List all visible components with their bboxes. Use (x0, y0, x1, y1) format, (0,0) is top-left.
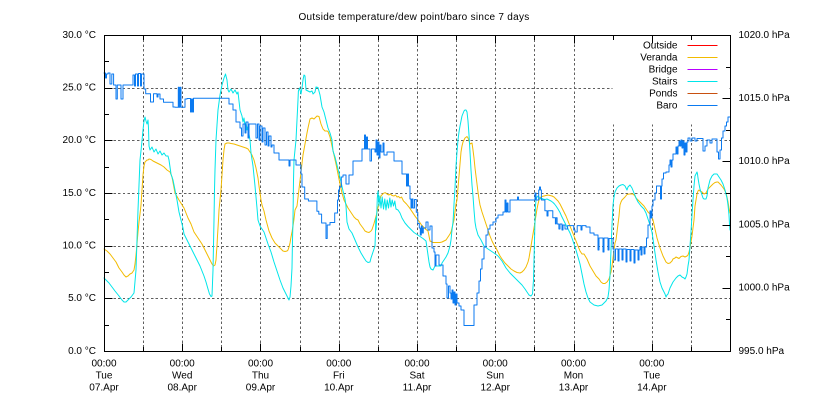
svg-text:00:00: 00:00 (326, 358, 351, 369)
svg-text:00:00: 00:00 (248, 358, 273, 369)
svg-text:Outside: Outside (643, 40, 678, 51)
svg-text:Outside temperature/dew point/: Outside temperature/dew point/baro since… (298, 12, 529, 23)
svg-text:Bridge: Bridge (649, 64, 678, 75)
svg-text:00:00: 00:00 (91, 358, 116, 369)
svg-text:25.0 °C: 25.0 °C (63, 83, 96, 94)
svg-text:10.Apr: 10.Apr (324, 383, 354, 394)
svg-text:0.0 °C: 0.0 °C (68, 346, 96, 357)
svg-text:00:00: 00:00 (483, 358, 508, 369)
svg-text:20.0 °C: 20.0 °C (63, 135, 96, 146)
svg-text:1000.0 hPa: 1000.0 hPa (739, 283, 791, 294)
svg-text:13.Apr: 13.Apr (559, 383, 589, 394)
svg-text:09.Apr: 09.Apr (246, 383, 276, 394)
svg-text:15.0 °C: 15.0 °C (63, 188, 96, 199)
svg-text:1020.0 hPa: 1020.0 hPa (739, 30, 791, 41)
svg-text:Mon: Mon (564, 370, 583, 381)
svg-text:00:00: 00:00 (170, 358, 195, 369)
svg-text:Ponds: Ponds (649, 88, 677, 99)
svg-text:30.0 °C: 30.0 °C (63, 30, 96, 41)
svg-text:Sat: Sat (409, 370, 424, 381)
svg-text:00:00: 00:00 (404, 358, 429, 369)
svg-text:Thu: Thu (252, 370, 269, 381)
svg-text:1005.0 hPa: 1005.0 hPa (739, 219, 791, 230)
svg-text:00:00: 00:00 (639, 358, 664, 369)
svg-text:11.Apr: 11.Apr (403, 383, 432, 394)
svg-text:Veranda: Veranda (640, 52, 678, 63)
svg-text:Wed: Wed (172, 370, 192, 381)
svg-text:Sun: Sun (486, 370, 504, 381)
svg-text:07.Apr: 07.Apr (89, 383, 119, 394)
svg-text:14.Apr: 14.Apr (637, 383, 667, 394)
svg-text:08.Apr: 08.Apr (167, 383, 197, 394)
svg-text:10.0 °C: 10.0 °C (63, 241, 96, 252)
svg-text:12.Apr: 12.Apr (480, 383, 510, 394)
svg-text:1010.0 hPa: 1010.0 hPa (739, 156, 791, 167)
svg-text:Tue: Tue (643, 370, 660, 381)
svg-text:Fri: Fri (333, 370, 345, 381)
svg-text:1015.0 hPa: 1015.0 hPa (739, 93, 791, 104)
svg-text:00:00: 00:00 (561, 358, 586, 369)
svg-text:5.0 °C: 5.0 °C (68, 293, 96, 304)
svg-text:995.0 hPa: 995.0 hPa (739, 346, 785, 357)
svg-text:Tue: Tue (96, 370, 113, 381)
svg-text:Stairs: Stairs (652, 76, 678, 87)
svg-text:Baro: Baro (656, 100, 678, 111)
